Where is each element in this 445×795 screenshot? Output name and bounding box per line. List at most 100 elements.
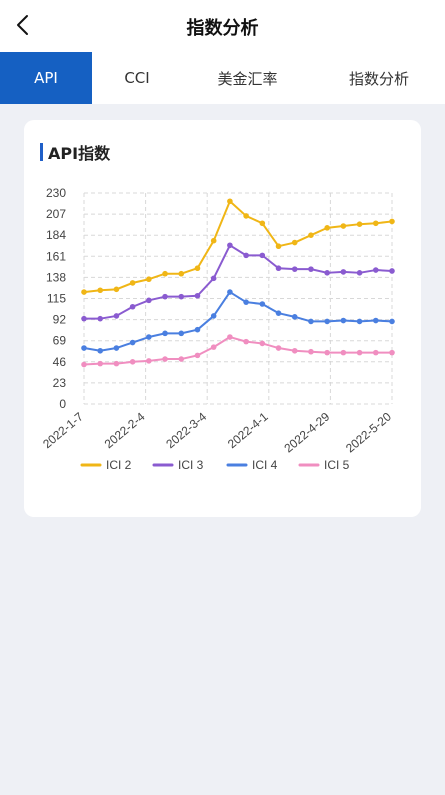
data-point: [194, 352, 201, 359]
data-point: [389, 349, 395, 356]
data-point: [113, 345, 120, 351]
data-point: [372, 267, 379, 273]
data-point: [308, 266, 314, 272]
data-point: [210, 237, 217, 244]
data-point: [97, 347, 104, 354]
card-title: API指数: [40, 142, 111, 163]
data-point: [113, 313, 120, 319]
tab-bar: API CCI 美金汇率 指数分析: [0, 52, 445, 104]
data-point: [389, 318, 395, 325]
data-point: [178, 293, 185, 300]
x-tick-label: 2022-4-1: [225, 409, 271, 451]
data-point: [129, 339, 136, 346]
data-point: [146, 358, 152, 364]
data-point: [324, 349, 330, 356]
y-tick-label: 0: [59, 397, 66, 411]
data-point: [275, 265, 282, 272]
data-point: [259, 301, 266, 307]
card-title-text: API指数: [48, 144, 111, 163]
data-point: [97, 287, 104, 294]
x-tick-label: 2022-4-29: [281, 409, 332, 455]
data-point: [81, 315, 87, 322]
data-point: [162, 356, 168, 362]
data-point: [227, 334, 233, 340]
data-point: [275, 345, 282, 351]
data-point: [146, 334, 152, 340]
data-point: [146, 276, 152, 283]
y-tick-label: 138: [46, 270, 66, 284]
data-point: [340, 349, 347, 356]
data-point: [340, 269, 347, 275]
x-tick-label: 2022-3-4: [163, 409, 209, 451]
data-point: [372, 220, 379, 227]
data-point: [178, 356, 185, 362]
data-point: [291, 314, 298, 320]
y-tick-label: 161: [46, 249, 66, 263]
data-point: [113, 360, 120, 367]
data-point: [324, 318, 330, 325]
data-point: [162, 330, 168, 337]
data-point: [194, 265, 201, 272]
legend-label: ICI 2: [106, 458, 132, 472]
data-point: [372, 317, 379, 324]
title-accent-bar: [40, 143, 43, 161]
tab-api[interactable]: API: [0, 52, 92, 104]
data-point: [308, 348, 314, 355]
data-point: [129, 303, 136, 310]
y-tick-label: 23: [53, 376, 67, 390]
data-point: [113, 286, 120, 293]
data-point: [291, 266, 298, 272]
data-point: [308, 318, 314, 325]
data-point: [97, 360, 104, 367]
x-tick-label: 2022-5-20: [343, 409, 394, 455]
data-point: [340, 317, 347, 324]
tab-cci[interactable]: CCI: [124, 69, 150, 87]
data-point: [291, 347, 298, 354]
data-point: [81, 361, 87, 368]
header-bar: 指数分析: [0, 0, 445, 52]
legend-label: ICI 5: [324, 458, 350, 472]
data-point: [259, 252, 266, 259]
data-point: [227, 198, 233, 205]
data-point: [162, 270, 168, 277]
data-point: [194, 292, 201, 299]
data-point: [210, 313, 217, 319]
legend-label: ICI 3: [178, 458, 204, 472]
y-tick-label: 69: [53, 334, 67, 348]
tab-usd-rate[interactable]: 美金汇率: [217, 69, 278, 88]
data-point: [356, 221, 363, 227]
y-tick-label: 92: [53, 313, 67, 327]
chevron-left-icon: [17, 15, 28, 35]
data-point: [243, 213, 249, 219]
data-point: [308, 232, 314, 238]
data-point: [129, 359, 136, 365]
y-tick-label: 230: [46, 186, 66, 200]
data-point: [81, 289, 87, 295]
chart-card: API指数 0 23 46 69 92 115 138 161 184 207 230 2022-1-…: [24, 120, 421, 517]
y-tick-label: 207: [46, 207, 66, 221]
data-point: [227, 289, 233, 295]
back-button[interactable]: [8, 10, 38, 40]
legend-label: ICI 4: [252, 458, 278, 472]
series-line-1: [83, 200, 393, 294]
data-point: [243, 338, 249, 345]
tab-index-analysis[interactable]: 指数分析: [348, 69, 409, 88]
data-point: [162, 293, 168, 300]
data-point: [356, 270, 363, 276]
data-point: [356, 349, 363, 356]
data-point: [389, 218, 395, 225]
data-point: [324, 225, 330, 231]
data-point: [275, 243, 282, 250]
data-point: [146, 297, 152, 304]
data-point: [227, 242, 233, 249]
data-point: [81, 345, 87, 351]
data-point: [259, 220, 266, 227]
data-point: [178, 330, 185, 337]
data-point: [372, 349, 379, 356]
data-point: [194, 326, 201, 333]
data-point: [275, 310, 282, 316]
data-point: [243, 299, 249, 305]
data-point: [210, 275, 217, 282]
data-point: [324, 270, 330, 276]
data-point: [97, 315, 104, 322]
